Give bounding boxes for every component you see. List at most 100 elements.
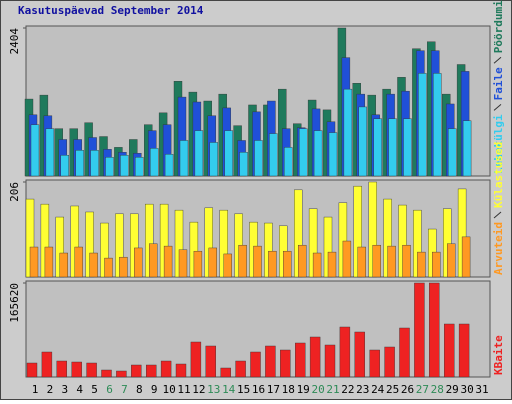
bar [235,360,246,378]
bar [59,252,68,278]
bar [388,118,397,177]
bar [163,245,173,278]
bar [60,155,69,177]
legend-label: KBaite [492,335,505,375]
x-tick-label: 21 [326,383,339,396]
bar [447,243,456,278]
bar [462,120,472,177]
bar [238,244,247,278]
bar [190,341,202,378]
bar [116,370,127,378]
bar [324,344,336,378]
bar [313,130,323,177]
bar [399,327,410,378]
bar [71,361,82,378]
x-tick-label: 29 [446,383,459,396]
bar [448,128,457,177]
x-tick-label: 7 [121,383,128,396]
bar [41,351,53,378]
bar [179,140,189,177]
bar [44,246,54,278]
x-tick-label: 2 [47,383,54,396]
bar [205,345,217,378]
x-tick-label: 23 [356,383,369,396]
legend-separator [493,104,502,111]
bar [29,246,39,278]
x-tick-label: 1 [32,383,39,396]
bar [105,157,114,177]
bar [402,244,411,278]
bar [86,362,97,378]
bar [74,246,83,278]
bar [298,244,307,278]
bar [164,154,174,177]
bar [295,342,306,378]
legend-label: Faile [492,67,505,100]
bar [461,236,471,278]
bar [194,130,204,177]
x-tick-label: 24 [371,383,385,396]
bar [433,73,442,177]
bar [120,155,129,177]
bar [220,367,231,378]
x-tick-label: 5 [91,383,98,396]
bar [149,148,159,177]
bar [119,256,128,278]
legend-separator [493,56,502,64]
bar [134,247,143,278]
y-tick-label: 165620 [8,283,21,323]
bar [131,364,142,378]
x-tick-label: 11 [177,383,190,396]
bar [309,336,321,378]
bar [265,345,276,378]
bar [56,360,67,378]
bar [284,147,293,177]
bar [268,250,277,278]
x-tick-label: 6 [106,383,113,396]
legend-label: Pöördumisi [492,0,505,53]
x-tick-label: 27 [416,383,429,396]
y-tick-label: 2404 [8,28,21,55]
bar [369,349,380,378]
bar [90,150,99,177]
x-tick-label: 31 [475,383,488,396]
bar [403,118,412,177]
x-tick-label: 14 [222,383,236,396]
bar [327,251,337,278]
bar [343,88,353,177]
x-tick-label: 18 [282,383,295,396]
bar [101,369,112,378]
bar [250,351,261,378]
bar [145,364,157,378]
bar [432,251,441,278]
bar [175,363,187,378]
bar [387,245,396,278]
x-tick-label: 9 [151,383,158,396]
bar [458,323,470,378]
x-tick-label: 3 [61,383,68,396]
x-tick-label: 25 [386,383,399,396]
bar [224,130,233,177]
x-tick-label: 30 [460,383,473,396]
bar [342,240,352,278]
bar [429,282,440,378]
bar [209,142,219,177]
bar [414,282,425,378]
bar [283,250,292,278]
x-tick-label: 4 [76,383,83,396]
bar [193,250,203,278]
bar [299,128,308,177]
bar [373,118,382,177]
bar [148,243,158,278]
bar [253,245,262,278]
legend-label: Lehekülgi [492,114,505,174]
x-tick-label: 8 [136,383,143,396]
chart-title: Kasutuspäevad September 2014 [18,4,204,17]
bar [357,246,366,278]
legend-label: Külastused [492,142,505,208]
bar [254,140,263,177]
legend-separator [493,211,502,219]
x-tick-label: 28 [431,383,444,396]
bar [104,257,113,278]
bar [339,326,351,378]
